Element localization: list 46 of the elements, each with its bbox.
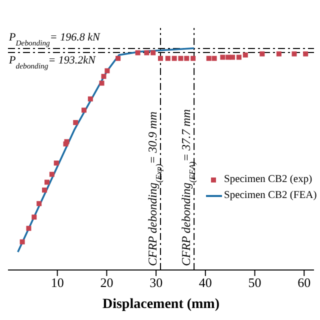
ref-line-label: P$_{debonding}$= 193.2kN: [8, 54, 96, 70]
point: [44, 180, 50, 185]
point: [99, 80, 104, 86]
point: [116, 56, 121, 61]
point: [54, 160, 59, 166]
point: [104, 68, 110, 74]
point: [178, 56, 184, 61]
point: [144, 50, 150, 56]
point: [212, 56, 217, 61]
point: [206, 56, 212, 61]
point: [73, 120, 78, 126]
point: [135, 50, 140, 56]
point: [32, 214, 37, 220]
point: [230, 54, 236, 60]
point: [276, 51, 282, 56]
point: [101, 74, 106, 79]
legend-label: Specimen CB2 (exp): [224, 174, 312, 185]
x-tick-label: 10: [50, 275, 64, 290]
point: [172, 56, 177, 61]
point: [49, 172, 54, 177]
point: [184, 56, 190, 61]
point: [303, 51, 308, 56]
point: [82, 108, 87, 113]
legend-label: Specimen CB2 (FEA): [224, 190, 317, 201]
point: [190, 56, 196, 61]
point: [42, 188, 48, 193]
x-tick-label: 40: [198, 275, 212, 290]
point: [20, 239, 25, 244]
point: [26, 226, 32, 231]
point: [242, 52, 248, 58]
x-tick-label: 20: [100, 275, 114, 290]
point: [165, 56, 170, 61]
point: [220, 54, 226, 60]
x-tick-label: 30: [150, 275, 163, 290]
point: [150, 50, 156, 56]
point: [226, 54, 231, 60]
point: [236, 54, 242, 60]
point: [260, 51, 265, 56]
x-axis-title: Displacement (mm): [102, 297, 220, 312]
point: [36, 201, 42, 206]
point: [88, 96, 93, 102]
ref-line-label: P$_{Debonding}$= 196.8 kN: [8, 31, 100, 47]
point: [292, 51, 297, 56]
x-tick-label: 60: [298, 275, 311, 290]
point: [158, 56, 164, 61]
x-tick-label: 50: [248, 275, 262, 290]
